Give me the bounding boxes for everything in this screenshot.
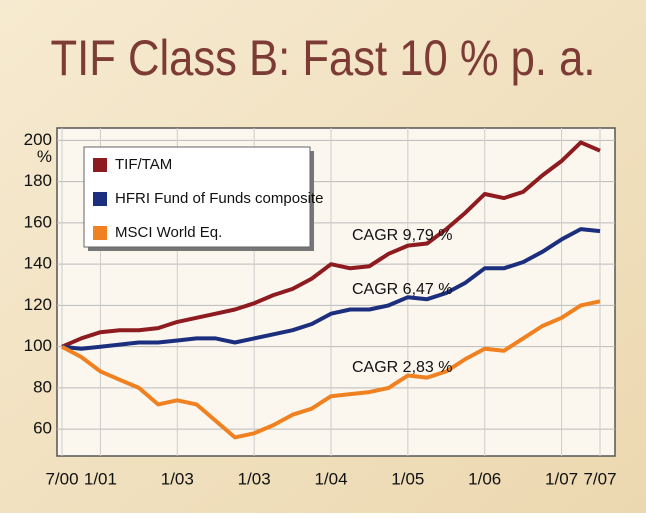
legend-swatch	[93, 158, 107, 172]
x-tick-label: 1/01	[84, 469, 117, 488]
y-tick-label: 80	[33, 377, 52, 396]
x-tick-label: 7/07	[583, 469, 616, 488]
legend-label: TIF/TAM	[115, 156, 172, 173]
series-line	[61, 140, 601, 349]
y-tick-label: 180	[24, 171, 52, 190]
chart-title: TIF Class B: Fast 10 % p. a.	[51, 30, 596, 86]
legend-swatch	[93, 226, 107, 240]
x-tick-label: 1/03	[161, 469, 194, 488]
x-tick-label: 7/00	[45, 469, 78, 488]
legend-swatch	[93, 192, 107, 206]
y-tick-label: 160	[24, 212, 52, 231]
y-tick-label: 100	[24, 336, 52, 355]
y-tick-label: 140	[24, 254, 52, 273]
y-tick-label: 60	[33, 419, 52, 438]
annotation: CAGR 9,79 %	[352, 227, 452, 244]
legend-label: MSCI World Eq.	[115, 224, 222, 241]
annotation: CAGR 6,47 %	[352, 281, 452, 298]
y-tick-label: 200	[24, 130, 52, 149]
x-tick-label: 1/03	[238, 469, 271, 488]
annotation: CAGR 2,83 %	[352, 359, 452, 376]
y-tick-label: 120	[24, 295, 52, 314]
x-tick-label: 1/07	[545, 469, 578, 488]
legend-label: HFRI Fund of Funds composite	[115, 190, 323, 207]
series-line	[61, 227, 601, 351]
x-tick-label: 1/06	[468, 469, 501, 488]
y-unit: %	[37, 147, 52, 166]
x-tick-label: 1/05	[391, 469, 424, 488]
series-line	[61, 299, 601, 440]
x-tick-label: 1/04	[314, 469, 347, 488]
legend	[83, 146, 311, 248]
